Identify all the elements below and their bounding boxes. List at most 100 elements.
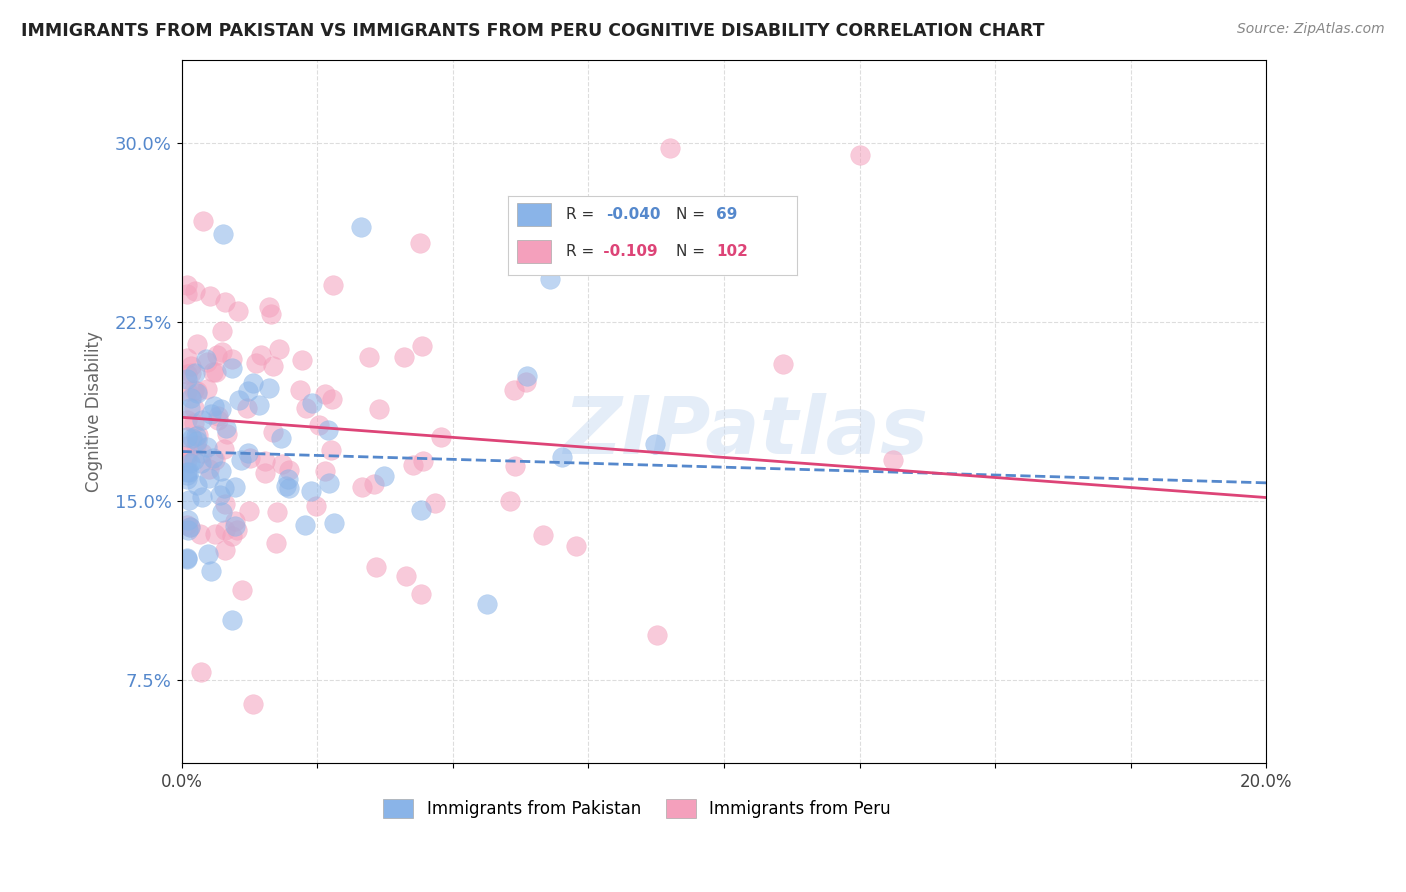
Point bbox=[179, 520, 201, 534]
Point bbox=[321, 392, 343, 406]
Point bbox=[186, 386, 208, 401]
Point bbox=[209, 401, 232, 416]
Point bbox=[308, 417, 330, 432]
Point bbox=[402, 458, 425, 472]
Point bbox=[191, 413, 214, 427]
Point bbox=[349, 219, 371, 234]
Point bbox=[176, 384, 198, 399]
Point bbox=[176, 413, 198, 427]
Point bbox=[176, 551, 198, 566]
Point bbox=[516, 369, 538, 384]
Point bbox=[314, 464, 336, 478]
Point bbox=[214, 496, 236, 510]
Point bbox=[207, 409, 229, 423]
Point bbox=[198, 461, 221, 475]
Point bbox=[274, 479, 297, 493]
Point bbox=[176, 452, 198, 467]
Point bbox=[176, 286, 198, 301]
Point bbox=[183, 383, 205, 397]
Point bbox=[224, 519, 246, 533]
Point bbox=[264, 536, 287, 550]
Point bbox=[202, 365, 225, 379]
Point bbox=[409, 503, 432, 517]
Point bbox=[201, 450, 224, 465]
Point bbox=[214, 542, 236, 557]
Point bbox=[314, 387, 336, 401]
Point bbox=[429, 430, 451, 444]
Point bbox=[357, 350, 380, 364]
Point bbox=[176, 439, 198, 453]
Y-axis label: Cognitive Disability: Cognitive Disability bbox=[86, 331, 103, 491]
Point bbox=[184, 438, 207, 452]
Point bbox=[503, 384, 526, 398]
Point bbox=[200, 289, 222, 303]
Point bbox=[409, 586, 432, 600]
Point bbox=[538, 272, 561, 286]
Point bbox=[238, 384, 260, 398]
Point bbox=[209, 488, 232, 502]
Text: 69: 69 bbox=[716, 207, 737, 222]
Point bbox=[214, 481, 236, 495]
Point bbox=[195, 440, 218, 454]
Point bbox=[319, 443, 342, 458]
Point bbox=[180, 432, 202, 446]
Point bbox=[197, 547, 219, 561]
Point bbox=[848, 148, 870, 162]
Point bbox=[228, 393, 250, 408]
Point bbox=[257, 380, 280, 394]
Point bbox=[316, 423, 339, 437]
Point bbox=[277, 472, 299, 486]
Point bbox=[221, 352, 243, 367]
Text: N =: N = bbox=[675, 244, 710, 259]
Point bbox=[180, 359, 202, 374]
Point bbox=[191, 490, 214, 504]
Point bbox=[395, 569, 418, 583]
Point bbox=[531, 528, 554, 542]
Point bbox=[301, 396, 323, 410]
Text: N =: N = bbox=[675, 207, 710, 222]
Point bbox=[412, 454, 434, 468]
Point bbox=[202, 399, 225, 413]
Point bbox=[299, 483, 322, 498]
Point bbox=[226, 523, 249, 537]
Point bbox=[551, 450, 574, 464]
Point bbox=[179, 456, 201, 470]
Point bbox=[183, 401, 205, 416]
Point bbox=[565, 539, 588, 553]
Point bbox=[180, 366, 202, 380]
Point bbox=[368, 401, 391, 416]
FancyBboxPatch shape bbox=[517, 202, 551, 227]
Point bbox=[238, 504, 260, 518]
Point bbox=[214, 523, 236, 537]
Point bbox=[277, 481, 299, 495]
Point bbox=[257, 300, 280, 314]
Point bbox=[191, 446, 214, 460]
Point bbox=[186, 384, 208, 398]
Point bbox=[294, 518, 316, 533]
Point bbox=[226, 303, 249, 318]
Point bbox=[322, 278, 344, 293]
Point bbox=[224, 480, 246, 494]
Point bbox=[772, 357, 794, 371]
Point bbox=[270, 458, 292, 472]
Point bbox=[262, 359, 284, 373]
Point bbox=[253, 466, 276, 480]
Point bbox=[515, 375, 537, 389]
Point bbox=[394, 350, 416, 364]
Point bbox=[645, 628, 668, 642]
Point bbox=[176, 472, 198, 486]
Point bbox=[177, 465, 200, 479]
Point bbox=[658, 141, 681, 155]
Point bbox=[176, 430, 198, 444]
Text: R =: R = bbox=[565, 244, 599, 259]
Text: 102: 102 bbox=[716, 244, 748, 259]
Point bbox=[278, 463, 301, 477]
Point bbox=[179, 520, 201, 534]
Point bbox=[179, 401, 201, 416]
Point bbox=[186, 434, 208, 449]
Text: -0.109: -0.109 bbox=[598, 244, 657, 259]
Point bbox=[352, 480, 374, 494]
Point bbox=[304, 500, 326, 514]
Point bbox=[242, 697, 264, 711]
Point bbox=[411, 339, 433, 353]
